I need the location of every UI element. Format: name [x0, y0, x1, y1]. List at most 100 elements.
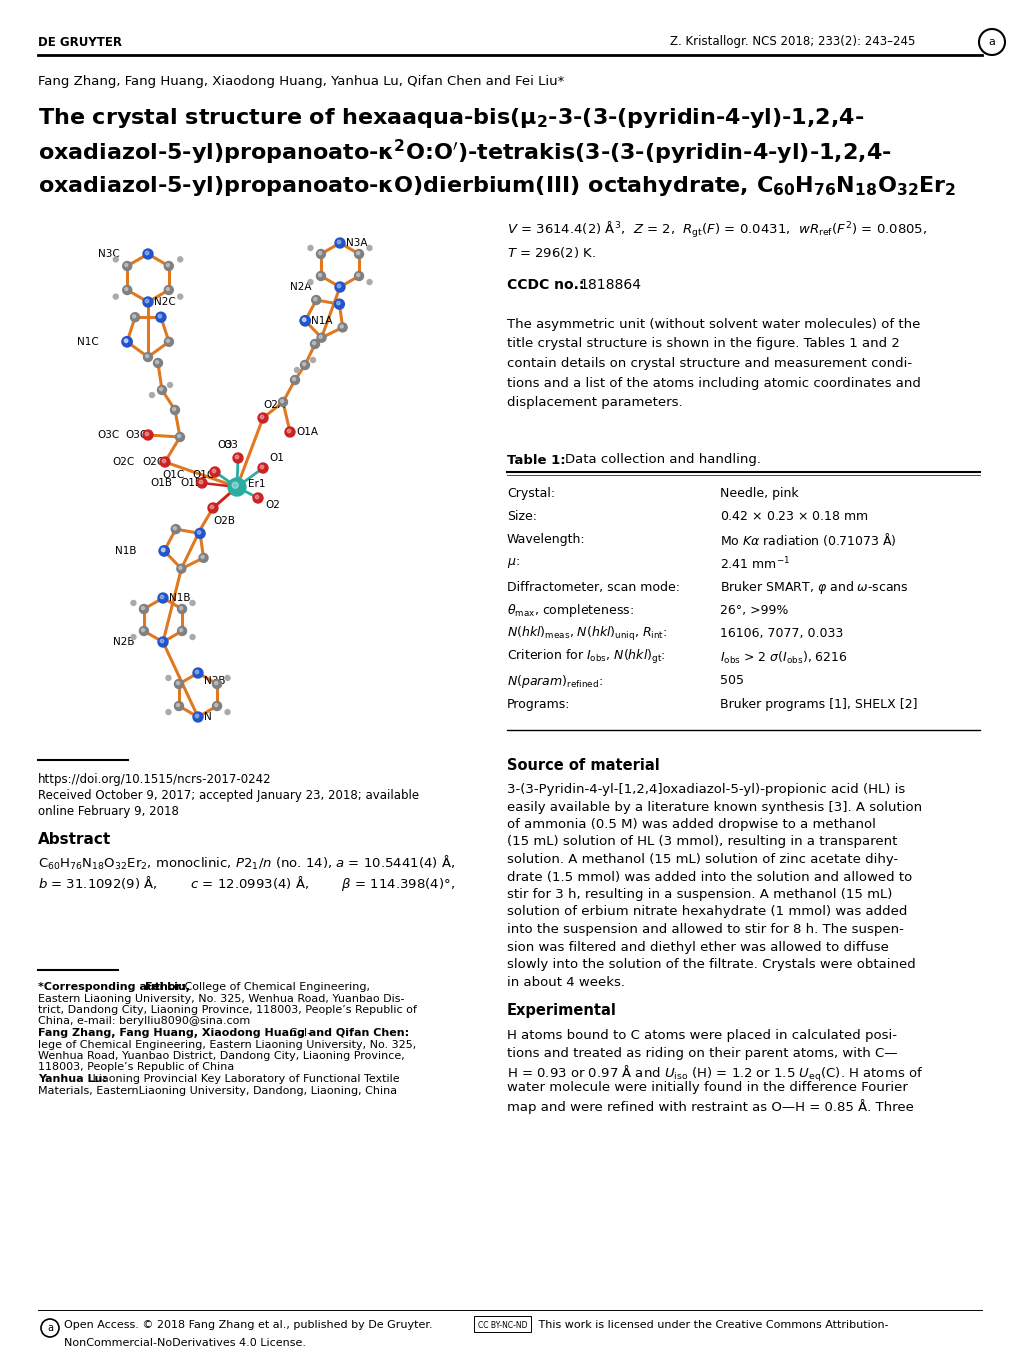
FancyBboxPatch shape	[474, 1316, 531, 1332]
Circle shape	[201, 556, 204, 559]
Text: easily available by a literature known synthesis [3]. A solution: easily available by a literature known s…	[506, 800, 921, 814]
Circle shape	[284, 427, 294, 438]
Text: O3: O3	[223, 440, 237, 450]
Circle shape	[338, 323, 346, 332]
Text: N1A: N1A	[311, 315, 332, 326]
Text: 505: 505	[719, 674, 743, 688]
Text: 3-(3-Pyridin-4-yl-[1,2,4]oxadiazol-5-yl)-propionic acid (HL) is: 3-(3-Pyridin-4-yl-[1,2,4]oxadiazol-5-yl)…	[506, 783, 905, 796]
Circle shape	[176, 681, 179, 685]
Circle shape	[214, 704, 217, 707]
Circle shape	[150, 393, 154, 397]
Text: *Corresponding author:: *Corresponding author:	[38, 983, 190, 992]
Text: $\theta_{\max}$, completeness:: $\theta_{\max}$, completeness:	[506, 602, 633, 618]
Circle shape	[146, 355, 149, 357]
Text: Received October 9, 2017; accepted January 23, 2018; available: Received October 9, 2017; accepted Janua…	[38, 790, 419, 802]
Text: Diffractometer, scan mode:: Diffractometer, scan mode:	[506, 580, 680, 594]
Text: N2A: N2A	[290, 283, 312, 292]
Circle shape	[159, 546, 169, 556]
Circle shape	[122, 261, 131, 270]
Text: Materials, EasternLiaoning University, Dandong, Liaoning, China: Materials, EasternLiaoning University, D…	[38, 1086, 396, 1095]
Circle shape	[367, 246, 372, 250]
Circle shape	[258, 413, 268, 423]
Circle shape	[122, 337, 131, 347]
Circle shape	[132, 315, 136, 318]
Text: O1B: O1B	[179, 478, 202, 488]
Text: oxadiazol-5-yl)propanoato-$\mathbf{\kappa}$$\mathbf{O}$)dierbium(III) octahydrat: oxadiazol-5-yl)propanoato-$\mathbf{\kapp…	[38, 174, 956, 198]
Circle shape	[255, 495, 259, 499]
Circle shape	[161, 548, 165, 552]
Circle shape	[232, 453, 243, 463]
Text: solution of erbium nitrate hexahydrate (1 mmol) was added: solution of erbium nitrate hexahydrate (…	[506, 905, 907, 919]
Circle shape	[159, 546, 169, 556]
Circle shape	[260, 416, 264, 419]
Circle shape	[176, 564, 185, 573]
Circle shape	[195, 529, 205, 538]
Circle shape	[157, 386, 166, 394]
Text: slowly into the solution of the filtrate. Crystals were obtained: slowly into the solution of the filtrate…	[506, 958, 915, 970]
Text: N1C: N1C	[77, 337, 99, 347]
Circle shape	[130, 313, 140, 322]
Text: $N(\mathit{param})_{\mathrm{refined}}$:: $N(\mathit{param})_{\mathrm{refined}}$:	[506, 673, 602, 689]
Circle shape	[312, 341, 315, 345]
Circle shape	[199, 553, 208, 563]
Circle shape	[140, 605, 149, 613]
Text: Data collection and handling.: Data collection and handling.	[565, 454, 760, 466]
Text: Bruker programs [1], SHELX [2]: Bruker programs [1], SHELX [2]	[719, 699, 917, 711]
Circle shape	[144, 352, 153, 361]
Circle shape	[287, 429, 290, 432]
Circle shape	[303, 363, 306, 366]
Text: Er1: Er1	[248, 478, 265, 489]
Circle shape	[174, 701, 183, 711]
Text: 16106, 7077, 0.033: 16106, 7077, 0.033	[719, 628, 843, 640]
Text: N2B: N2B	[113, 637, 135, 647]
Circle shape	[303, 318, 306, 322]
Text: Programs:: Programs:	[506, 699, 570, 711]
Circle shape	[164, 285, 173, 295]
Circle shape	[124, 338, 127, 342]
Circle shape	[166, 675, 171, 681]
Text: O1A: O1A	[296, 427, 318, 438]
Circle shape	[214, 681, 217, 685]
Circle shape	[176, 704, 179, 707]
Text: Eastern Liaoning University, No. 325, Wenhua Road, Yuanbao Dis-: Eastern Liaoning University, No. 325, We…	[38, 993, 405, 1003]
Circle shape	[166, 264, 169, 266]
Circle shape	[177, 605, 186, 613]
Circle shape	[178, 567, 181, 569]
Circle shape	[300, 315, 310, 326]
Circle shape	[122, 285, 131, 295]
Text: H atoms bound to C atoms were placed in calculated posi-: H atoms bound to C atoms were placed in …	[506, 1029, 896, 1042]
Circle shape	[158, 593, 168, 603]
Circle shape	[140, 626, 149, 636]
Text: a: a	[987, 37, 995, 48]
Text: This work is licensed under the Creative Commons Attribution-: This work is licensed under the Creative…	[535, 1320, 888, 1330]
Text: (15 mL) solution of HL (3 mmol), resulting in a transparent: (15 mL) solution of HL (3 mmol), resulti…	[506, 836, 897, 848]
Text: O3C: O3C	[125, 429, 148, 440]
Text: lege of Chemical Engineering, Eastern Liaoning University, No. 325,: lege of Chemical Engineering, Eastern Li…	[38, 1040, 416, 1049]
Text: Bruker SMART, $\varphi$ and $\omega$-scans: Bruker SMART, $\varphi$ and $\omega$-sca…	[719, 579, 908, 595]
Text: College of Chemical Engineering,: College of Chemical Engineering,	[180, 983, 370, 992]
Circle shape	[166, 340, 169, 342]
Circle shape	[164, 261, 173, 270]
Text: Source of material: Source of material	[506, 757, 659, 772]
Text: solution. A methanol (15 mL) solution of zinc acetate dihy-: solution. A methanol (15 mL) solution of…	[506, 853, 898, 866]
Circle shape	[316, 272, 325, 280]
Circle shape	[158, 314, 162, 318]
Text: Mo $K\alpha$ radiation (0.71073 Å): Mo $K\alpha$ radiation (0.71073 Å)	[719, 531, 896, 549]
Text: in about 4 weeks.: in about 4 weeks.	[506, 976, 625, 988]
Text: 26°, >99%: 26°, >99%	[719, 603, 788, 617]
Text: $I_{\mathrm{obs}}$ > 2 $\sigma$($I_{\mathrm{obs}}$), 6216: $I_{\mathrm{obs}}$ > 2 $\sigma$($I_{\mat…	[719, 650, 847, 666]
Text: N3A: N3A	[345, 238, 367, 247]
Circle shape	[212, 680, 221, 689]
Circle shape	[166, 709, 171, 715]
Text: O1B: O1B	[150, 478, 172, 488]
Circle shape	[334, 283, 344, 292]
Circle shape	[190, 635, 195, 640]
Text: drate (1.5 mmol) was added into the solution and allowed to: drate (1.5 mmol) was added into the solu…	[506, 871, 911, 883]
Text: DE GRUYTER: DE GRUYTER	[38, 35, 122, 49]
Text: CCDC no.:: CCDC no.:	[506, 279, 584, 292]
Text: a: a	[47, 1324, 53, 1333]
Circle shape	[319, 336, 322, 338]
Circle shape	[235, 455, 238, 459]
Text: sion was filtered and diethyl ether was allowed to diffuse: sion was filtered and diethyl ether was …	[506, 940, 888, 954]
Text: Yanhua Lu:: Yanhua Lu:	[38, 1074, 107, 1084]
